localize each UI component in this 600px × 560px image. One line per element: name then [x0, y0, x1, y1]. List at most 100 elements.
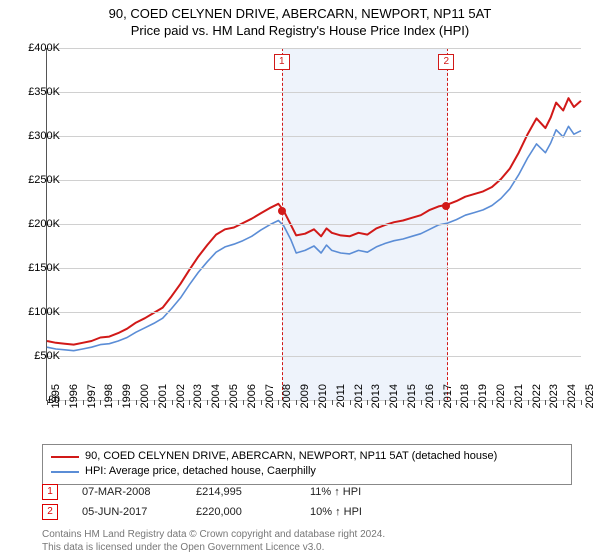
- series-line-hpi: [47, 126, 581, 350]
- x-axis-label: 2005: [228, 384, 240, 414]
- gridline: [47, 268, 581, 269]
- x-tick: [385, 400, 386, 405]
- x-tick: [207, 400, 208, 405]
- x-tick: [581, 400, 582, 405]
- x-axis-label: 2016: [424, 384, 436, 414]
- x-tick: [278, 400, 279, 405]
- x-axis-label: 2021: [513, 384, 525, 414]
- sale-price: £220,000: [196, 506, 286, 518]
- x-axis-label: 2008: [281, 384, 293, 414]
- y-axis-label: £200K: [20, 218, 60, 230]
- x-axis-label: 2017: [442, 384, 454, 414]
- x-tick: [332, 400, 333, 405]
- gridline: [47, 136, 581, 137]
- y-axis-label: £400K: [20, 42, 60, 54]
- sale-date: 07-MAR-2008: [82, 486, 172, 498]
- x-tick: [510, 400, 511, 405]
- sale-pct: 10% ↑ HPI: [310, 506, 400, 518]
- x-tick: [314, 400, 315, 405]
- legend-swatch: [51, 471, 79, 473]
- x-axis-label: 2012: [353, 384, 365, 414]
- x-axis-label: 2011: [335, 384, 347, 414]
- x-axis-label: 2025: [584, 384, 596, 414]
- legend-swatch: [51, 456, 79, 458]
- sale-marker-box: 1: [42, 484, 58, 500]
- x-axis-label: 2002: [175, 384, 187, 414]
- x-tick: [154, 400, 155, 405]
- gridline: [47, 92, 581, 93]
- legend-item: HPI: Average price, detached house, Caer…: [51, 464, 563, 479]
- x-tick: [439, 400, 440, 405]
- x-axis-label: 2000: [139, 384, 151, 414]
- x-tick: [563, 400, 564, 405]
- x-axis-label: 2018: [459, 384, 471, 414]
- legend-box: 90, COED CELYNEN DRIVE, ABERCARN, NEWPOR…: [42, 444, 572, 485]
- x-axis-label: 2004: [210, 384, 222, 414]
- y-axis-label: £300K: [20, 130, 60, 142]
- gridline: [47, 48, 581, 49]
- x-axis-label: 1997: [86, 384, 98, 414]
- legend-label: 90, COED CELYNEN DRIVE, ABERCARN, NEWPOR…: [85, 449, 497, 464]
- x-tick: [367, 400, 368, 405]
- x-tick: [403, 400, 404, 405]
- x-tick: [65, 400, 66, 405]
- x-axis-label: 2014: [388, 384, 400, 414]
- x-axis-label: 2010: [317, 384, 329, 414]
- x-axis-label: 1998: [103, 384, 115, 414]
- y-axis-label: £250K: [20, 174, 60, 186]
- y-axis-label: £100K: [20, 306, 60, 318]
- x-tick: [100, 400, 101, 405]
- x-axis-label: 2023: [548, 384, 560, 414]
- x-axis-label: 2022: [531, 384, 543, 414]
- sale-marker-box: 2: [42, 504, 58, 520]
- legend-item: 90, COED CELYNEN DRIVE, ABERCARN, NEWPOR…: [51, 449, 563, 464]
- x-axis-label: 2013: [370, 384, 382, 414]
- x-tick: [136, 400, 137, 405]
- chart-sale-marker: 2: [438, 54, 454, 70]
- x-axis-label: 2019: [477, 384, 489, 414]
- sales-table: 1 07-MAR-2008 £214,995 11% ↑ HPI 2 05-JU…: [42, 484, 400, 524]
- x-axis-label: 2003: [192, 384, 204, 414]
- x-axis-label: 2006: [246, 384, 258, 414]
- x-tick: [474, 400, 475, 405]
- x-tick: [243, 400, 244, 405]
- x-tick: [118, 400, 119, 405]
- x-axis-label: 1996: [68, 384, 80, 414]
- y-axis-label: £150K: [20, 262, 60, 274]
- x-tick: [83, 400, 84, 405]
- x-tick: [189, 400, 190, 405]
- footer-line1: Contains HM Land Registry data © Crown c…: [42, 528, 385, 541]
- x-tick: [350, 400, 351, 405]
- footer-text: Contains HM Land Registry data © Crown c…: [42, 528, 385, 554]
- sale-pct: 11% ↑ HPI: [310, 486, 400, 498]
- x-tick: [296, 400, 297, 405]
- sale-row: 1 07-MAR-2008 £214,995 11% ↑ HPI: [42, 484, 400, 500]
- x-axis-label: 2007: [264, 384, 276, 414]
- legend-label: HPI: Average price, detached house, Caer…: [85, 464, 316, 479]
- x-axis-label: 2020: [495, 384, 507, 414]
- x-tick: [421, 400, 422, 405]
- x-axis-label: 2009: [299, 384, 311, 414]
- sale-date: 05-JUN-2017: [82, 506, 172, 518]
- x-axis-label: 1999: [121, 384, 133, 414]
- sale-price: £214,995: [196, 486, 286, 498]
- x-axis-label: 2024: [566, 384, 578, 414]
- gridline: [47, 224, 581, 225]
- x-axis-label: 2015: [406, 384, 418, 414]
- x-tick: [172, 400, 173, 405]
- chart-sale-marker: 1: [274, 54, 290, 70]
- y-axis-label: £350K: [20, 86, 60, 98]
- chart-sale-dot: [278, 207, 286, 215]
- chart-plot-area: 12: [46, 48, 581, 401]
- chart-title-line1: 90, COED CELYNEN DRIVE, ABERCARN, NEWPOR…: [0, 6, 600, 23]
- y-axis-label: £50K: [20, 350, 60, 362]
- x-axis-label: 2001: [157, 384, 169, 414]
- gridline: [47, 356, 581, 357]
- gridline: [47, 180, 581, 181]
- chart-sale-dot: [442, 202, 450, 210]
- x-tick: [225, 400, 226, 405]
- x-tick: [492, 400, 493, 405]
- footer-line2: This data is licensed under the Open Gov…: [42, 541, 385, 554]
- x-tick: [545, 400, 546, 405]
- chart-title-line2: Price paid vs. HM Land Registry's House …: [0, 23, 600, 40]
